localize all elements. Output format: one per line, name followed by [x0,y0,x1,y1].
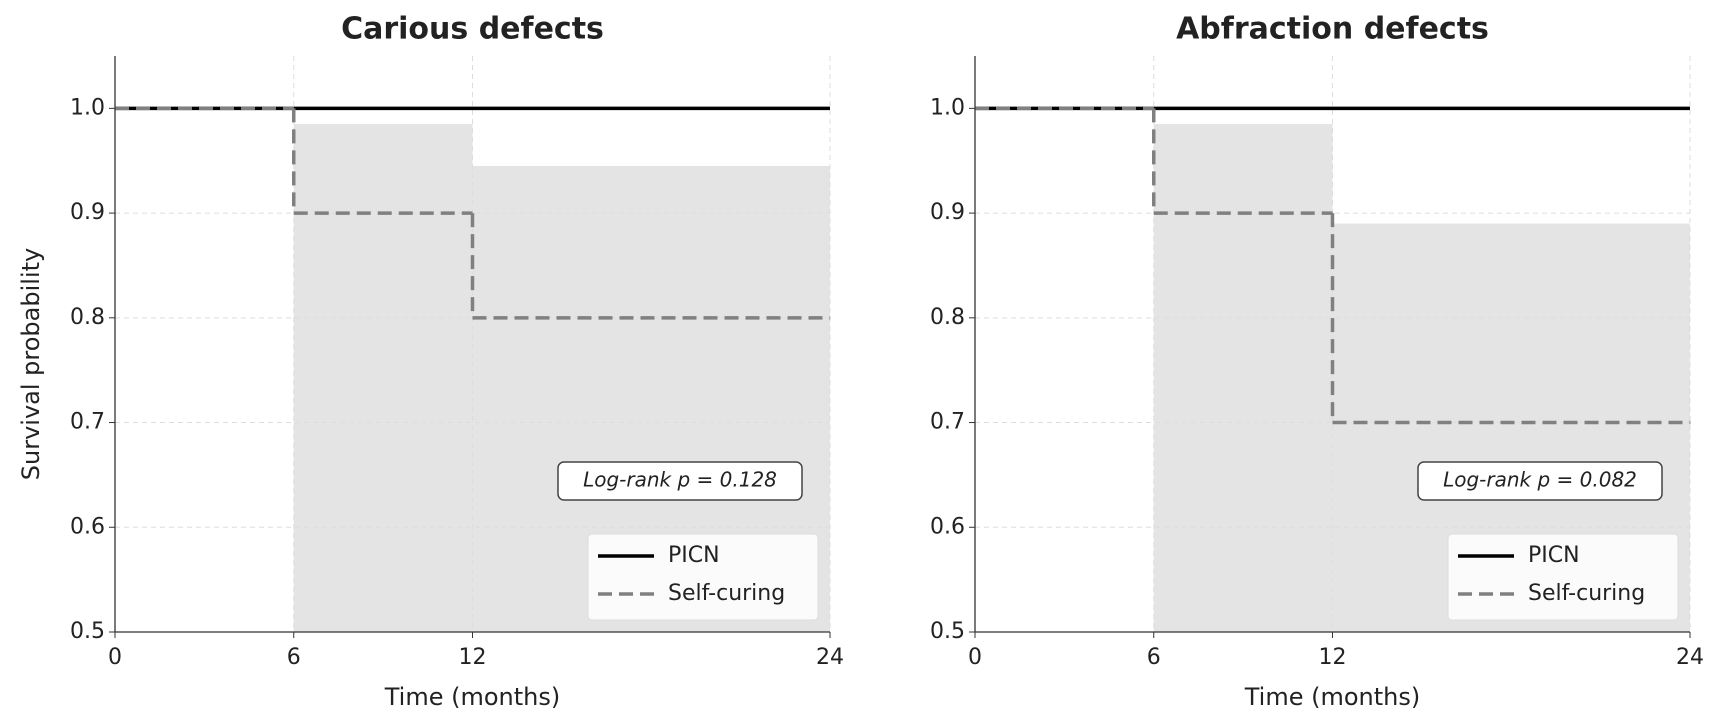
confidence-band [1153,124,1333,632]
y-tick-label: 0.9 [70,200,105,225]
legend-label: PICN [1528,543,1580,568]
chart-title: Carious defects [341,12,604,47]
x-tick-label: 0 [968,645,982,670]
panel: 0.5 0.6 0.7 0.8 0.9 1.0 0 6 12 24 Carious defects T… [17,12,844,712]
y-tick-label: 1.0 [70,95,105,120]
y-tick-label: 0.5 [930,619,965,644]
x-tick-label: 6 [287,645,301,670]
annotation: Log-rank p = 0.128 [583,468,777,492]
x-tick-label: 12 [1319,645,1347,670]
y-tick-label: 0.6 [930,514,965,539]
panel: 0.5 0.6 0.7 0.8 0.9 1.0 0 6 12 24 Abfraction defec… [930,12,1704,712]
y-tick-label: 0.8 [930,305,965,330]
y-tick-label: 0.5 [70,619,105,644]
annotation: Log-rank p = 0.082 [1443,468,1637,492]
x-tick-label: 12 [459,645,487,670]
x-tick-label: 0 [108,645,122,670]
y-tick-label: 0.7 [930,410,965,435]
y-tick-label: 0.9 [930,200,965,225]
legend-label: Self-curing [668,581,785,606]
confidence-band [293,124,473,632]
x-tick-label: 24 [1676,645,1704,670]
x-axis-label: Time (months) [384,683,561,711]
x-tick-label: 6 [1147,645,1161,670]
annotation-box [557,461,803,501]
y-tick-label: 0.8 [70,305,105,330]
legend-label: Self-curing [1528,581,1645,606]
y-tick-label: 0.7 [70,410,105,435]
x-axis-label: Time (months) [1244,683,1421,711]
annotation-box [1417,461,1663,501]
chart-title: Abfraction defects [1176,12,1489,47]
y-axis-label: Survival probability [17,248,45,480]
legend-label: PICN [668,543,720,568]
y-tick-label: 0.6 [70,514,105,539]
x-tick-label: 24 [816,645,844,670]
y-tick-label: 1.0 [930,95,965,120]
